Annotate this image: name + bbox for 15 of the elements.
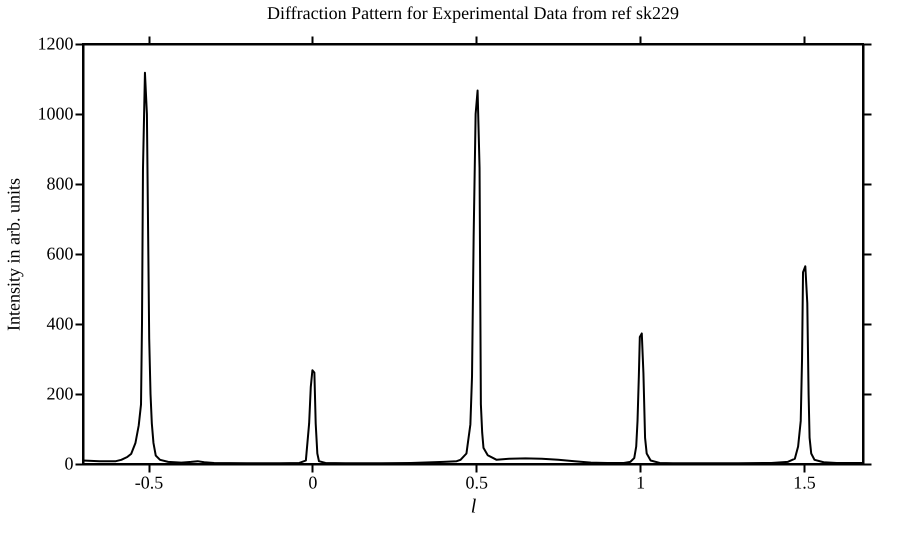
y-tick-label: 800 (46, 174, 74, 194)
y-tick-label: 400 (46, 314, 74, 334)
x-tick-label: 0 (308, 472, 318, 492)
x-tick-label: 0.5 (466, 472, 488, 492)
x-tick-label: -0.5 (134, 472, 164, 492)
y-tick-label: 1200 (38, 34, 74, 54)
x-tick-label: 1 (636, 472, 646, 492)
y-axis-title: Intensity in arb. units (4, 178, 24, 331)
y-tick-label: 0 (64, 454, 74, 474)
x-tick-label: 1.5 (793, 472, 816, 492)
y-tick-label: 1000 (38, 104, 74, 124)
chart-title: Diffraction Pattern for Experimental Data from ref sk229 (266, 3, 680, 23)
y-tick-label: 600 (46, 244, 74, 264)
y-tick-label: 200 (46, 384, 74, 404)
x-axis-title: l (470, 496, 477, 518)
